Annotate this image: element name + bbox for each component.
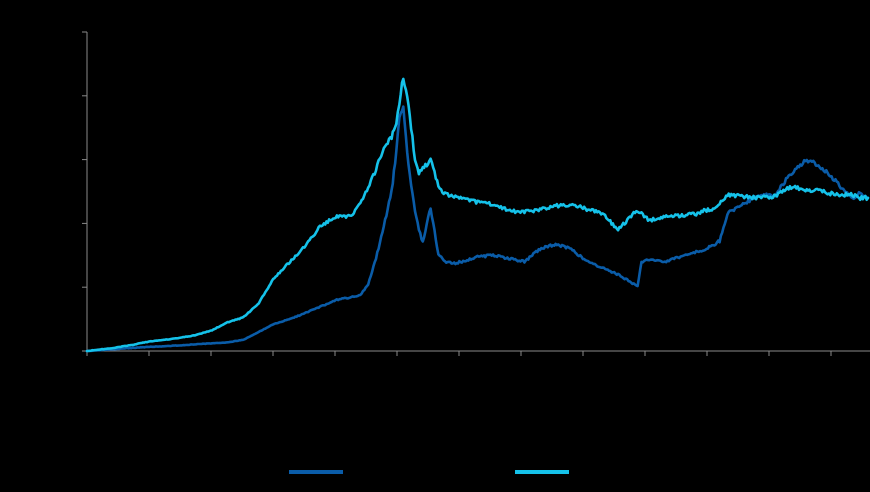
series-line-2 bbox=[85, 77, 870, 353]
axis-ticks bbox=[82, 31, 832, 356]
axes bbox=[86, 32, 870, 352]
series-line-1 bbox=[85, 105, 870, 353]
series-layer bbox=[85, 77, 870, 353]
